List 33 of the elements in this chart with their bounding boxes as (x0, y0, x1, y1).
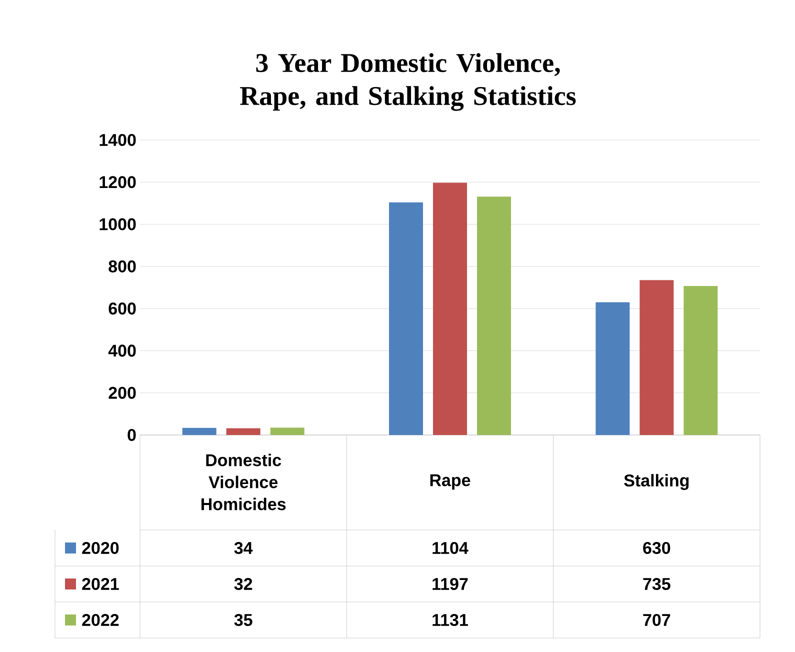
bar (433, 182, 468, 435)
bar (640, 280, 674, 435)
bar (596, 302, 630, 435)
y-tick-label: 400 (108, 344, 136, 357)
chart-title: 3 Year Domestic Violence, Rape, and Stalking Statistics (240, 53, 576, 111)
legend-label: 2021 (82, 578, 119, 590)
x-tick-label: Stalking (624, 474, 689, 490)
data-label: 1197 (432, 578, 468, 590)
y-tick-label: 1000 (100, 218, 136, 230)
y-tick-label: 800 (108, 260, 136, 272)
y-tick-label: 0 (128, 428, 136, 442)
bar (226, 428, 260, 435)
data-label: 707 (643, 614, 670, 626)
legend-label: 2022 (82, 614, 119, 626)
data-label: 1131 (432, 614, 468, 626)
x-tick-label: Rape (430, 474, 470, 490)
bar (270, 428, 304, 435)
y-tick-label: 1200 (100, 176, 136, 188)
y-tick-label: 600 (108, 302, 136, 315)
y-tick-label: 200 (108, 386, 136, 399)
data-label: 735 (643, 578, 670, 590)
bar (182, 428, 216, 435)
data-label: 630 (643, 542, 670, 554)
x-tick-label: Domestic Violence Homicides (201, 454, 286, 510)
bar (477, 196, 512, 435)
data-label: 32 (234, 578, 252, 590)
legend-label: 2020 (82, 542, 119, 554)
data-label: 1104 (432, 542, 468, 554)
y-tick-label: 1400 (100, 134, 136, 146)
data-label: 34 (234, 542, 253, 554)
bar (389, 202, 424, 435)
bar (684, 286, 718, 435)
data-label: 35 (234, 614, 252, 626)
